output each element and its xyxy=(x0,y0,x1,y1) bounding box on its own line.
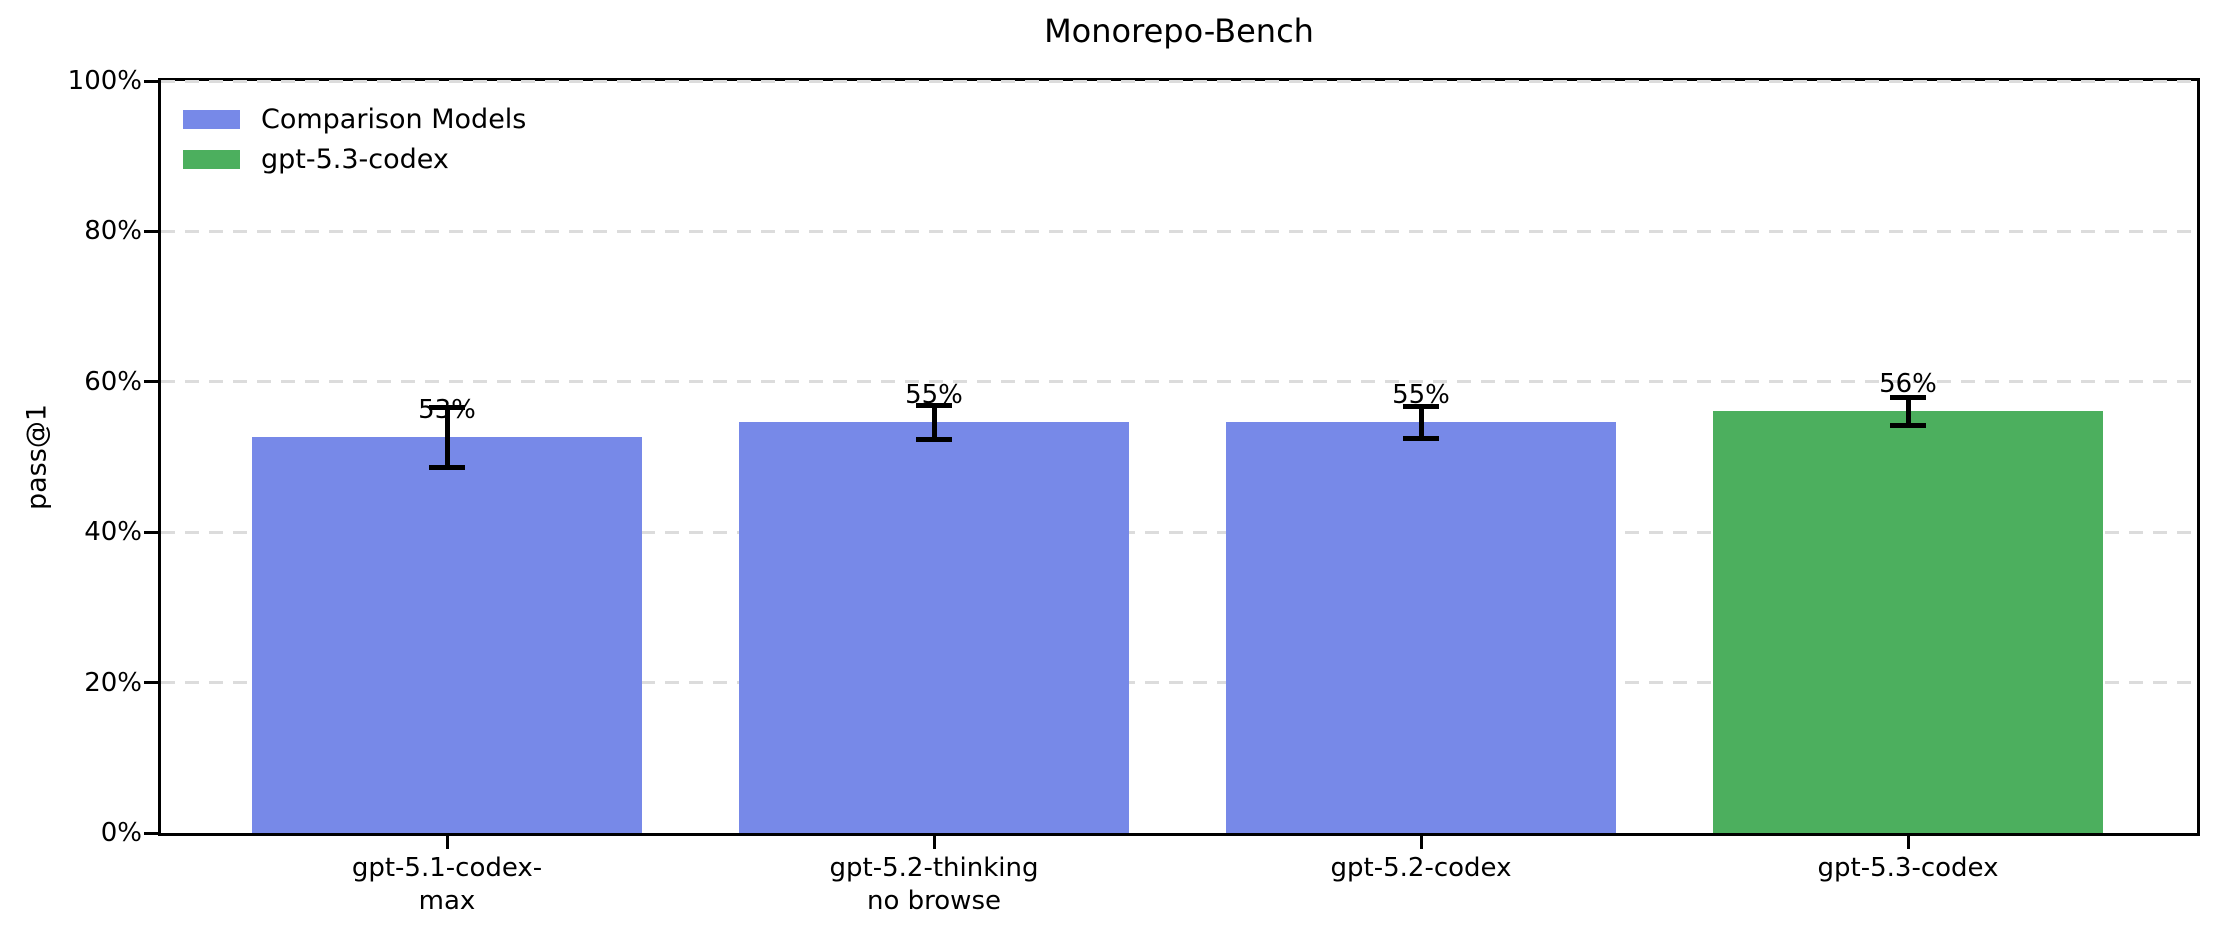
gridline xyxy=(161,681,2197,685)
y-axis-label: pass@1 xyxy=(21,404,53,510)
legend-label: gpt-5.3-codex xyxy=(261,143,449,175)
bar xyxy=(1226,422,1616,833)
error-bar-line xyxy=(444,407,450,467)
error-bar-line xyxy=(1905,397,1911,425)
y-tick-label: 60% xyxy=(84,366,142,397)
gridline xyxy=(161,229,2197,233)
error-bar-cap-top xyxy=(429,404,465,410)
legend-label: Comparison Models xyxy=(261,103,527,135)
y-tick-label: 20% xyxy=(84,667,142,698)
y-tick-label: 80% xyxy=(84,216,142,247)
y-tick-mark xyxy=(144,229,158,233)
x-tick-label: gpt-5.2-thinking no browse xyxy=(684,852,1184,918)
x-tick-mark xyxy=(1906,836,1910,849)
error-bar-cap-top xyxy=(916,402,952,408)
legend-item: Comparison Models xyxy=(183,99,526,139)
y-tick-label: 0% xyxy=(100,818,142,848)
bar-value-label: 56% xyxy=(1879,369,1937,400)
legend-swatch xyxy=(183,149,240,169)
x-tick-mark xyxy=(1419,836,1423,849)
bar xyxy=(739,422,1129,833)
x-tick-label-line: gpt-5.1-codex- xyxy=(351,853,543,883)
gridline xyxy=(161,530,2197,534)
y-tick-label: 100% xyxy=(67,66,142,96)
error-bar-cap-bottom xyxy=(1890,422,1926,428)
legend-item: gpt-5.3-codex xyxy=(183,139,526,179)
bar xyxy=(1713,411,2103,833)
gridline xyxy=(161,380,2197,384)
error-bar-cap-bottom xyxy=(429,464,465,470)
x-tick-mark xyxy=(932,836,936,849)
error-bar-cap-top xyxy=(1403,403,1439,409)
legend-swatch xyxy=(183,109,240,129)
y-tick-mark xyxy=(144,831,158,835)
bar-value-label: 55% xyxy=(1392,380,1450,411)
y-tick-mark xyxy=(144,530,158,534)
x-tick-label-line: gpt-5.2-thinking xyxy=(829,853,1039,883)
plot-area: 53% 55% 55% 56% Comparison Models gpt-5.3-cod… xyxy=(158,78,2200,836)
y-tick-mark xyxy=(144,79,158,83)
error-bar-cap-top xyxy=(1890,394,1926,400)
y-tick-label: 40% xyxy=(84,517,142,548)
x-tick-mark xyxy=(445,836,449,849)
error-bar-line xyxy=(931,405,937,439)
y-tick-mark xyxy=(144,380,158,384)
x-tick-label-line: gpt-5.3-codex xyxy=(1817,853,1999,883)
bar-value-label: 55% xyxy=(905,380,963,411)
x-tick-label-line: gpt-5.2-codex xyxy=(1330,853,1512,883)
error-bar-cap-bottom xyxy=(1403,435,1439,441)
error-bar-cap-bottom xyxy=(916,436,952,442)
x-tick-label: gpt-5.1-codex-max xyxy=(197,852,697,918)
x-tick-label-line: max xyxy=(418,886,476,916)
bar xyxy=(252,437,642,833)
error-bar-line xyxy=(1418,406,1424,438)
gridline xyxy=(161,79,2197,83)
chart-title: Monorepo-Bench xyxy=(1044,12,1314,50)
x-tick-label: gpt-5.2-codex xyxy=(1171,852,1671,885)
legend: Comparison Models gpt-5.3-codex xyxy=(183,99,526,179)
y-tick-mark xyxy=(144,681,158,685)
x-tick-label: gpt-5.3-codex xyxy=(1658,852,2158,885)
bar-value-label: 53% xyxy=(418,395,476,426)
x-tick-label-line: no browse xyxy=(867,886,1001,916)
